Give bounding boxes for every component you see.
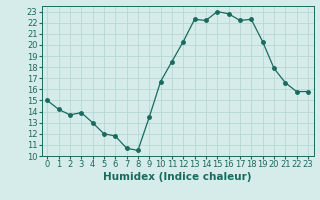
X-axis label: Humidex (Indice chaleur): Humidex (Indice chaleur)	[103, 172, 252, 182]
